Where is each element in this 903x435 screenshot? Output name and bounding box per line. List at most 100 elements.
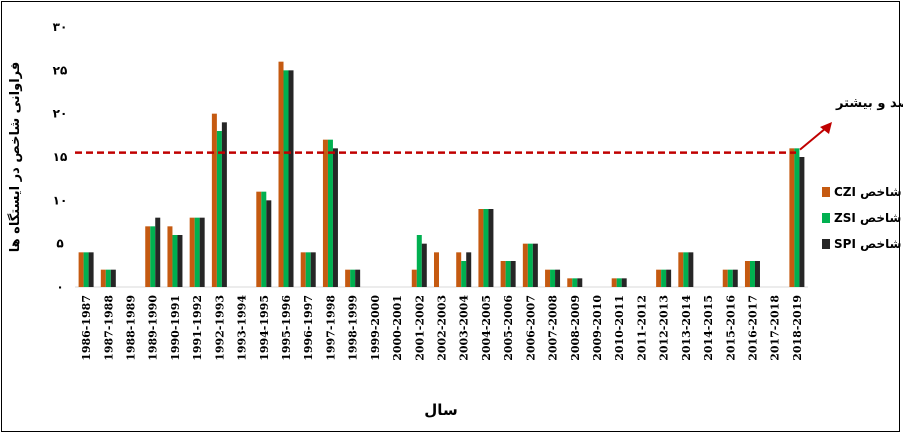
bar <box>300 252 306 287</box>
bar <box>288 70 294 287</box>
bar <box>332 148 338 287</box>
bar <box>688 252 694 287</box>
legend-swatch-czi <box>822 187 830 197</box>
x-tick-label: 2000-2001 <box>391 295 404 361</box>
legend-item-czi: شاخص CZI <box>822 184 902 200</box>
bar <box>794 148 800 287</box>
x-tick-label: 1997-1998 <box>324 295 337 361</box>
bar <box>83 252 89 287</box>
bar <box>656 269 662 287</box>
bar <box>211 113 217 288</box>
bar <box>322 139 328 287</box>
bar <box>727 269 733 287</box>
bar <box>744 261 750 287</box>
bar <box>105 269 111 287</box>
bar <box>221 122 227 287</box>
y-tick-label: ۲۰ <box>53 107 68 121</box>
bar <box>256 191 262 287</box>
x-tick-label: 1995-1996 <box>280 295 293 361</box>
threshold-label: معیار۵۰ درصد و بیشتر <box>835 96 903 111</box>
bar <box>621 278 627 287</box>
bar <box>100 269 106 287</box>
bar <box>722 269 728 287</box>
bar <box>466 252 472 287</box>
x-tick-label: 1999-2000 <box>369 295 382 361</box>
legend-label-spi: شاخص SPI <box>834 237 902 251</box>
bar <box>522 243 528 287</box>
x-tick-label: 1987-1988 <box>102 295 115 361</box>
bar <box>110 269 116 287</box>
x-axis-label: سال <box>424 401 457 419</box>
x-tick-label: 1986-1987 <box>80 295 93 361</box>
bar <box>678 252 684 287</box>
bar <box>555 269 561 287</box>
bar <box>177 235 183 287</box>
y-tick-label: ۲۵ <box>53 63 68 77</box>
bar <box>310 252 316 287</box>
bar <box>150 226 156 287</box>
x-tick-label: 1990-1991 <box>169 295 182 361</box>
x-tick-label: 2009-2010 <box>591 295 604 361</box>
x-tick-label: 2004-2005 <box>480 295 493 361</box>
x-tick-label: 1993-1994 <box>236 295 249 361</box>
x-tick-label: 2014-2015 <box>702 295 715 361</box>
bar <box>732 269 738 287</box>
x-tick-label: 2012-2013 <box>658 295 671 361</box>
y-tick-label: ۵ <box>56 237 63 251</box>
x-tick-label: 2013-2014 <box>680 295 693 361</box>
bar <box>532 243 538 287</box>
x-tick-label: 2002-2003 <box>436 295 449 361</box>
bar <box>661 269 667 287</box>
x-tick-label: 1988-1989 <box>125 295 138 361</box>
bar <box>510 261 516 287</box>
x-tick-label: 2011-2012 <box>635 295 648 361</box>
bar <box>666 269 672 287</box>
x-tick-label: 2016-2017 <box>746 295 759 361</box>
bar <box>434 252 439 287</box>
bar <box>194 217 200 287</box>
bar <box>799 157 805 287</box>
bar <box>505 261 511 287</box>
bar <box>145 226 151 287</box>
x-tick-label: 2006-2007 <box>524 295 537 361</box>
bar <box>567 278 573 287</box>
bar <box>611 278 617 287</box>
bar <box>616 278 622 287</box>
legend-item-zsi: شاخص ZSI <box>822 210 902 226</box>
y-tick-label: ۳۰ <box>53 20 68 34</box>
legend-swatch-zsi <box>822 213 830 223</box>
legend: شاخص CZI شاخص ZSI شاخص SPI <box>822 184 902 262</box>
bar <box>749 261 755 287</box>
y-tick-label: ۱۰ <box>53 193 68 207</box>
x-tick-label: 2007-2008 <box>547 295 560 361</box>
bar <box>572 278 578 287</box>
bar <box>478 209 484 287</box>
y-tick-label: ۱۵ <box>53 150 68 164</box>
x-tick-label: 2010-2011 <box>613 295 626 361</box>
bar <box>350 269 356 287</box>
bar <box>411 269 417 287</box>
x-tick-label: 2018-2019 <box>791 295 804 361</box>
bar <box>172 235 178 287</box>
bar <box>327 139 333 287</box>
threshold-arrow-head <box>820 122 832 134</box>
legend-swatch-spi <box>822 239 830 249</box>
x-tick-label: 1992-1993 <box>213 295 226 361</box>
x-tick-label: 2005-2006 <box>502 295 515 361</box>
bar <box>683 252 689 287</box>
x-tick-label: 1996-1997 <box>302 295 315 361</box>
x-tick-label: 2008-2009 <box>569 295 582 361</box>
bar <box>355 269 361 287</box>
threshold-arrow <box>799 127 827 151</box>
bar <box>550 269 556 287</box>
x-tick-label: 1989-1990 <box>147 295 160 361</box>
bar <box>216 131 222 287</box>
x-tick-label: 2015-2016 <box>724 295 737 361</box>
x-tick-label: 1998-1999 <box>347 295 360 361</box>
bar <box>483 209 489 287</box>
bar <box>261 191 267 287</box>
bar <box>88 252 94 287</box>
